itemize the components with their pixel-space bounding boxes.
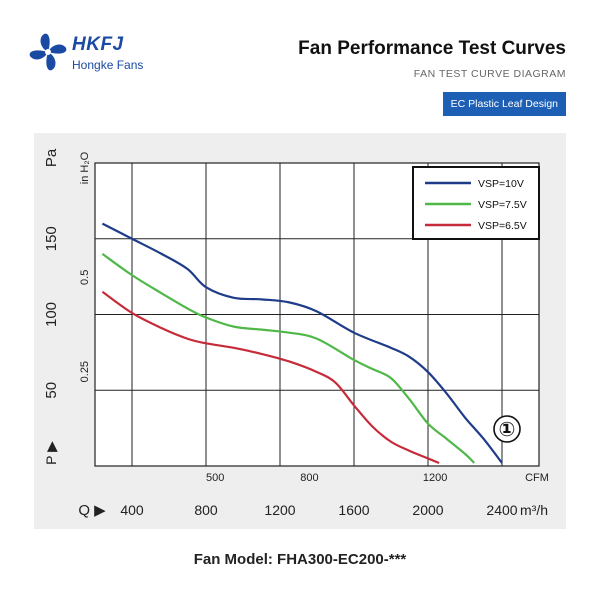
cfm-tick-label: 1200 xyxy=(423,472,447,484)
brand-name: HKFJ xyxy=(72,34,124,55)
m3h-tick-label: 1600 xyxy=(338,502,369,518)
m3h-tick-label: 800 xyxy=(194,502,218,518)
x-unit-m3h: m³/h xyxy=(520,502,548,518)
y-prefix-p: P ▶ xyxy=(43,441,59,465)
page-title: Fan Performance Test Curves xyxy=(298,38,566,59)
inh2o-tick-label: 0.25 xyxy=(79,361,91,382)
curve-vsp10 xyxy=(101,222,503,464)
m3h-tick-label: 2400 xyxy=(486,502,517,518)
pa-tick-label: 100 xyxy=(43,302,60,327)
fan-logo-icon xyxy=(29,33,67,71)
page-subtitle: FAN TEST CURVE DIAGRAM xyxy=(413,68,566,80)
curve-vsp65 xyxy=(101,290,440,464)
m3h-tick-label: 400 xyxy=(120,502,144,518)
brand-logo: HKFJ Hongke Fans xyxy=(28,32,148,88)
legend-label-vsp65: VSP=6.5V xyxy=(478,220,527,232)
chart-panel: Pa P ▶ in H₂O CFM Q ▶ m³/h 50 100 150 0.25 0… xyxy=(34,133,566,529)
cfm-tick-label: 800 xyxy=(300,472,318,484)
y-unit-pa: Pa xyxy=(43,148,60,167)
x-prefix-q: Q ▶ xyxy=(78,502,106,519)
brand-tagline: Hongke Fans xyxy=(72,58,144,72)
inh2o-tick-label: 0.5 xyxy=(79,270,91,285)
m3h-tick-label: 1200 xyxy=(264,502,295,518)
performance-chart: Pa P ▶ in H₂O CFM Q ▶ m³/h 50 100 150 0.25 0… xyxy=(43,148,549,519)
legend-label-vsp75: VSP=7.5V xyxy=(478,199,527,211)
design-badge: EC Plastic Leaf Design xyxy=(442,92,566,116)
curve-marker-label: ① xyxy=(499,419,516,441)
y-unit-inh2o: in H₂O xyxy=(79,151,91,184)
cfm-tick-label: 500 xyxy=(206,472,224,484)
legend: VSP=10V VSP=7.5V VSP=6.5V xyxy=(412,166,540,240)
pa-tick-label: 50 xyxy=(43,382,60,399)
curve-vsp75 xyxy=(101,253,476,464)
fan-model: Fan Model: FHA300-EC200-*** xyxy=(193,551,407,568)
plot-frame xyxy=(94,162,540,467)
x-unit-cfm: CFM xyxy=(525,472,549,484)
curve-marker-circle xyxy=(493,415,521,443)
legend-label-vsp10: VSP=10V xyxy=(478,178,524,190)
m3h-tick-label: 2000 xyxy=(412,502,443,518)
pa-tick-label: 150 xyxy=(43,226,60,251)
